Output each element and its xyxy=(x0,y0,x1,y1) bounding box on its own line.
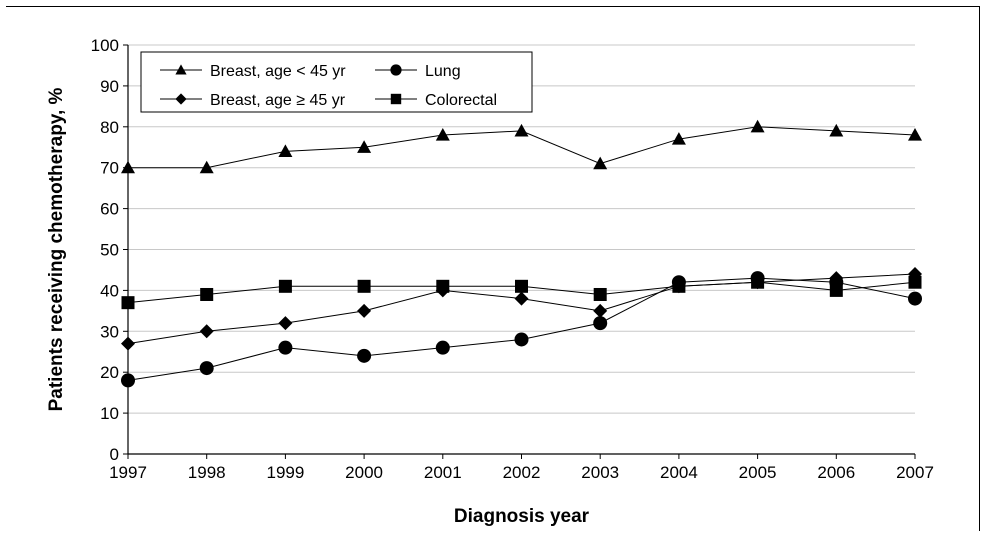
circle-marker xyxy=(593,316,608,331)
legend-label: Lung xyxy=(425,63,461,80)
x-tick-label: 2007 xyxy=(896,463,934,482)
y-tick-label: 30 xyxy=(100,322,119,341)
x-tick-label: 2005 xyxy=(739,463,777,482)
series-group xyxy=(121,119,922,388)
diamond-marker xyxy=(593,303,608,318)
diamond-marker xyxy=(121,336,135,351)
x-tick-label: 1997 xyxy=(109,463,147,482)
figure-frame xyxy=(6,6,980,531)
legend-label: Colorectal xyxy=(425,92,497,109)
legend-label: Breast, age < 45 yr xyxy=(210,63,346,80)
square-marker xyxy=(515,279,528,293)
y-tick-label: 40 xyxy=(100,281,119,300)
square-marker xyxy=(390,93,402,105)
triangle-marker xyxy=(514,123,529,137)
circle-marker xyxy=(199,361,214,376)
diamond-marker xyxy=(175,93,187,105)
triangle-marker xyxy=(593,156,608,170)
diamond-marker xyxy=(357,303,372,318)
legend-box xyxy=(140,51,533,113)
legend-entry: Breast, age < 45 yr xyxy=(160,63,346,80)
x-tick-label: 2004 xyxy=(660,463,698,482)
square-marker xyxy=(200,287,214,301)
square-marker xyxy=(357,279,371,293)
x-tick-labels: 1997 1998 1999 2000 2001 2002 2003 2004 2005 2006… xyxy=(109,463,934,482)
square-marker xyxy=(672,279,686,293)
y-tick-label: 80 xyxy=(100,118,119,137)
y-tick-label: 20 xyxy=(100,363,119,382)
square-marker xyxy=(829,283,843,297)
triangle-marker xyxy=(750,119,765,133)
diamond-marker xyxy=(278,316,293,331)
y-tick-label: 90 xyxy=(100,77,119,96)
y-tick-label: 100 xyxy=(91,36,119,55)
triangle-marker xyxy=(175,64,187,75)
triangle-marker xyxy=(357,140,372,153)
legend-entry: Breast, age ≥ 45 yr xyxy=(160,92,346,109)
y-tick-label: 50 xyxy=(100,241,119,260)
circle-marker xyxy=(357,348,372,363)
x-tick-label: 1998 xyxy=(188,463,226,482)
square-marker xyxy=(121,296,135,310)
series-4 xyxy=(121,275,922,310)
y-tick-label: 10 xyxy=(100,404,119,423)
square-marker xyxy=(278,279,292,293)
diamond-marker xyxy=(514,291,529,306)
circle-marker xyxy=(908,291,922,306)
legend-entry: Colorectal xyxy=(375,92,497,109)
circle-marker xyxy=(390,64,402,76)
legend-entry: Lung xyxy=(375,63,461,80)
circle-marker xyxy=(435,340,450,355)
diamond-marker xyxy=(199,324,214,339)
x-axis-title: Diagnosis year xyxy=(454,506,590,527)
square-marker xyxy=(436,279,450,293)
circle-marker xyxy=(514,332,529,347)
x-tick-label: 1999 xyxy=(266,463,304,482)
x-tick-label: 2003 xyxy=(581,463,619,482)
y-tick-labels: 0 10 20 30 40 50 60 70 80 90 100 xyxy=(91,36,119,464)
triangle-marker xyxy=(199,160,214,174)
x-tick-label: 2006 xyxy=(817,463,855,482)
triangle-marker xyxy=(908,127,922,141)
circle-marker xyxy=(278,340,293,355)
square-marker xyxy=(593,287,607,301)
square-marker xyxy=(751,275,765,289)
legend-label: Breast, age ≥ 45 yr xyxy=(210,92,346,109)
square-marker xyxy=(908,275,922,289)
triangle-marker xyxy=(671,132,686,145)
triangle-marker xyxy=(829,123,844,137)
x-tick-label: 2001 xyxy=(424,463,462,482)
triangle-marker xyxy=(121,160,135,174)
triangle-marker xyxy=(278,144,293,157)
gridlines xyxy=(128,44,915,414)
series-1 xyxy=(121,119,922,174)
y-axis-title: Patients receiving chemotherapy, % xyxy=(46,87,67,411)
y-tick-label: 60 xyxy=(100,200,119,219)
x-tick-label: 2002 xyxy=(503,463,541,482)
y-tick-label: 70 xyxy=(100,159,119,178)
x-tick-label: 2000 xyxy=(345,463,383,482)
circle-marker xyxy=(121,373,135,388)
legend: Breast, age < 45 yr Breast, age ≥ 45 yr Lu… xyxy=(140,51,533,113)
y-tick-label: 0 xyxy=(110,445,119,464)
triangle-marker xyxy=(435,127,450,141)
